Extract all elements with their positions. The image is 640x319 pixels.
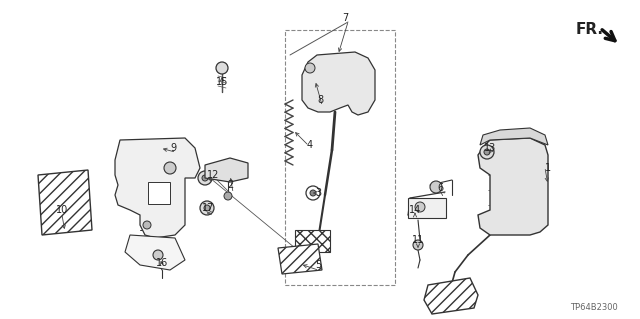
Polygon shape: [424, 278, 478, 314]
Polygon shape: [478, 138, 548, 235]
Text: 11: 11: [412, 235, 424, 245]
Text: FR.: FR.: [576, 23, 604, 38]
Circle shape: [305, 63, 315, 73]
Text: 10: 10: [56, 205, 68, 215]
Text: 5: 5: [315, 260, 321, 270]
Text: 9: 9: [170, 143, 176, 153]
Circle shape: [480, 145, 494, 159]
Circle shape: [415, 202, 425, 212]
Text: 2: 2: [227, 180, 233, 190]
Text: 13: 13: [484, 143, 496, 153]
Circle shape: [216, 62, 228, 74]
Circle shape: [310, 190, 316, 196]
Circle shape: [484, 149, 490, 155]
Circle shape: [198, 171, 212, 185]
Circle shape: [200, 201, 214, 215]
Text: 12: 12: [207, 170, 219, 180]
Text: 15: 15: [216, 77, 228, 87]
Circle shape: [153, 250, 163, 260]
Circle shape: [430, 181, 442, 193]
Polygon shape: [125, 235, 185, 270]
Text: 4: 4: [307, 140, 313, 150]
Circle shape: [204, 205, 210, 211]
Bar: [408, 198, 446, 218]
Text: 3: 3: [315, 188, 321, 198]
Text: 14: 14: [409, 205, 421, 215]
Circle shape: [202, 175, 208, 181]
Polygon shape: [278, 244, 322, 274]
Text: 6: 6: [437, 183, 443, 193]
Bar: [295, 230, 330, 252]
Text: TP64B2300: TP64B2300: [570, 303, 618, 313]
Polygon shape: [38, 170, 92, 235]
Circle shape: [413, 240, 423, 250]
Polygon shape: [115, 138, 200, 238]
Text: 16: 16: [156, 258, 168, 268]
Bar: [285, 30, 395, 285]
Polygon shape: [205, 158, 248, 182]
Text: 8: 8: [317, 95, 323, 105]
Circle shape: [164, 162, 176, 174]
Circle shape: [306, 186, 320, 200]
Polygon shape: [480, 128, 548, 145]
Text: 17: 17: [202, 203, 214, 213]
Bar: [148, 182, 170, 204]
Circle shape: [224, 192, 232, 200]
Text: 1: 1: [545, 163, 551, 173]
Circle shape: [143, 221, 151, 229]
Polygon shape: [302, 52, 375, 115]
Text: 7: 7: [342, 13, 348, 23]
